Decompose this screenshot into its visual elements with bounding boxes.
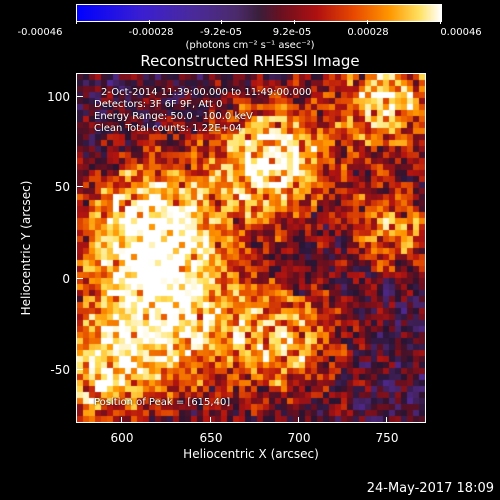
colorbar-tick-label: 0.00028 xyxy=(347,27,389,38)
colorbar xyxy=(76,4,442,22)
colorbar-tick-label: 9.2e-05 xyxy=(272,27,312,38)
colorbar-tickmark xyxy=(440,20,441,24)
rhessi-image xyxy=(77,74,425,422)
colorbar-units: (photons cm⁻² s⁻¹ asec⁻²) xyxy=(185,40,315,51)
x-tick-label: 750 xyxy=(375,431,399,445)
energy-range-label: Energy Range: 50.0 - 100.0 keV xyxy=(94,111,253,122)
y-tickmark xyxy=(77,369,83,370)
colorbar-tickmark xyxy=(149,20,150,24)
colorbar-tickmark xyxy=(76,20,77,24)
y-axis-label: Heliocentric Y (arcsec) xyxy=(19,180,33,316)
rhessi-image-plot xyxy=(76,73,426,423)
y-tickmark xyxy=(77,278,83,279)
x-axis-label: Heliocentric X (arcsec) xyxy=(183,447,319,461)
time-range-label: 2-Oct-2014 11:39:00.000 to 11:49:00.000 xyxy=(101,87,312,98)
timestamp: 24-May-2017 18:09 xyxy=(366,481,494,496)
x-tickmark xyxy=(386,417,387,423)
colorbar-tickmark xyxy=(294,20,295,24)
plot-title: Reconstructed RHESSI Image xyxy=(140,52,360,70)
y-tick-label: 100 xyxy=(47,90,70,104)
y-tickmark xyxy=(77,186,83,187)
x-tick-label: 700 xyxy=(287,431,311,445)
x-tickmark xyxy=(298,417,299,423)
y-tick-label: -50 xyxy=(50,363,70,377)
x-tickmark xyxy=(121,417,122,423)
x-tick-label: 650 xyxy=(199,431,223,445)
detectors-label: Detectors: 3F 6F 9F, Att 0 xyxy=(94,99,223,110)
colorbar-tick-label: -9.2e-05 xyxy=(200,27,242,38)
colorbar-tickmark xyxy=(367,20,368,24)
y-tick-label: 50 xyxy=(54,180,70,194)
colorbar-tick-label: 0.00046 xyxy=(440,27,482,38)
x-tick-label: 600 xyxy=(110,431,134,445)
x-tickmark xyxy=(210,417,211,423)
method-counts-label: Clean Total counts: 1.22E+04 xyxy=(94,123,242,134)
colorbar-tickmark xyxy=(221,20,222,24)
peak-position-label: Position of Peak = [615,40] xyxy=(94,397,231,408)
y-tick-label: 0 xyxy=(62,272,70,286)
colorbar-tick-label: -0.00028 xyxy=(128,27,174,38)
colorbar-tick-label: -0.00046 xyxy=(17,27,63,38)
y-tickmark xyxy=(77,96,83,97)
